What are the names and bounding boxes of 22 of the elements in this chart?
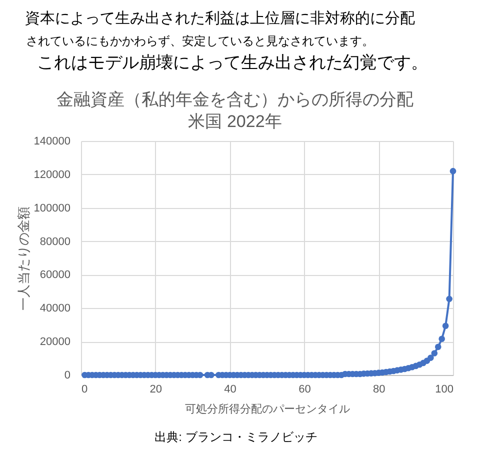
y-tick-label: 120000 — [34, 168, 70, 181]
x-tick-label: 40 — [224, 384, 236, 396]
x-tick-label: 60 — [298, 384, 311, 396]
y-tick-label: 100000 — [34, 202, 70, 214]
y-axis-title: 一人当たりの金額 — [16, 206, 31, 310]
source-note: 出典: ブランコ・ミラノビッチ — [154, 430, 318, 444]
x-tick-label: 0 — [82, 384, 88, 396]
y-tick-label: 140000 — [34, 136, 70, 148]
y-tick-label: 80000 — [40, 236, 70, 248]
y-tick-label: 20000 — [40, 336, 70, 348]
text: これはモデル崩壊によって生み出された幻覚です。 — [37, 53, 428, 72]
x-tick-label: 80 — [372, 384, 386, 396]
chart-title: 金融資産（私的年金を含む）からの所得の分配 — [56, 90, 414, 109]
y-tick-label: 60000 — [40, 269, 70, 282]
chart-subtitle: 米国 2022年 — [188, 112, 282, 131]
text: 資本によって生み出された利益は上位層に非対称的に分配 — [25, 10, 415, 27]
y-tick-label: 0 — [64, 370, 70, 382]
x-axis-title: 可処分所得分配のパーセンタイル — [185, 402, 350, 416]
y-tick-label: 40000 — [40, 302, 70, 315]
text: されているにもかかわらず、安定していると見なされています。 — [26, 34, 374, 48]
x-tick-label: 20 — [150, 384, 162, 396]
x-tick-label: 100 — [435, 384, 454, 396]
